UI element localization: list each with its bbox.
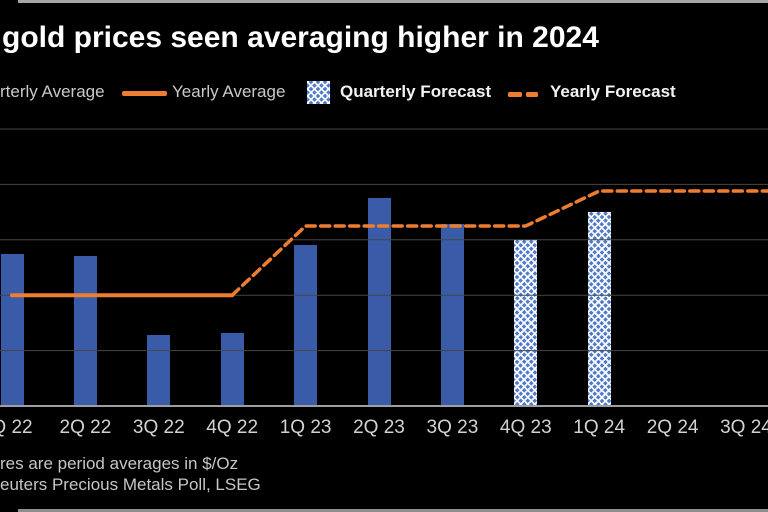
legend-label-yearly-average: Yearly Average <box>172 82 286 101</box>
x-axis-label: 3Q 24 <box>720 417 768 438</box>
legend-label-quarterly-average: rterly Average <box>0 82 105 101</box>
legend-item-yearly-average: Yearly Average <box>172 82 285 106</box>
x-axis-label: 2Q 24 <box>646 417 699 438</box>
x-axis-label: Q 22 <box>0 417 33 438</box>
legend-label-quarterly-forecast: Quarterly Forecast <box>340 82 492 101</box>
x-axis-label: 2Q 22 <box>59 417 112 438</box>
x-axis-label: 3Q 23 <box>426 417 479 438</box>
yearly-average-line-icon <box>122 91 167 96</box>
legend-label-yearly-forecast: Yearly Forecast <box>550 82 676 101</box>
x-axis-label: 4Q 23 <box>499 417 552 438</box>
top-border-line <box>18 0 768 3</box>
legend-item-quarterly-forecast: Quarterly Forecast <box>340 82 491 106</box>
legend-item-quarterly-average: rterly Average <box>0 82 105 106</box>
quarterly-forecast-pattern-icon <box>307 81 330 104</box>
x-axis-label: 2Q 23 <box>353 417 405 438</box>
bottom-border-line <box>18 509 768 512</box>
yearly-forecast-dash-icon <box>526 92 538 97</box>
yearly-forecast-dash-icon <box>508 92 522 97</box>
x-axis-label: 1Q 23 <box>279 417 332 438</box>
bar-q-22 <box>0 254 24 406</box>
bar-3q-22 <box>147 334 171 406</box>
x-axis-label: 1Q 24 <box>573 417 626 438</box>
source-text: euters Precious Metals Poll, LSEG <box>0 475 261 494</box>
x-axis-label: 4Q 22 <box>206 417 259 438</box>
note-text: res are period averages in $/Oz <box>0 454 239 473</box>
x-axis-label: 3Q 22 <box>132 417 185 438</box>
legend-item-yearly-forecast: Yearly Forecast <box>550 82 676 106</box>
page-title: gold prices seen averaging higher in 202… <box>2 21 599 54</box>
bar-4q-22 <box>220 333 244 406</box>
